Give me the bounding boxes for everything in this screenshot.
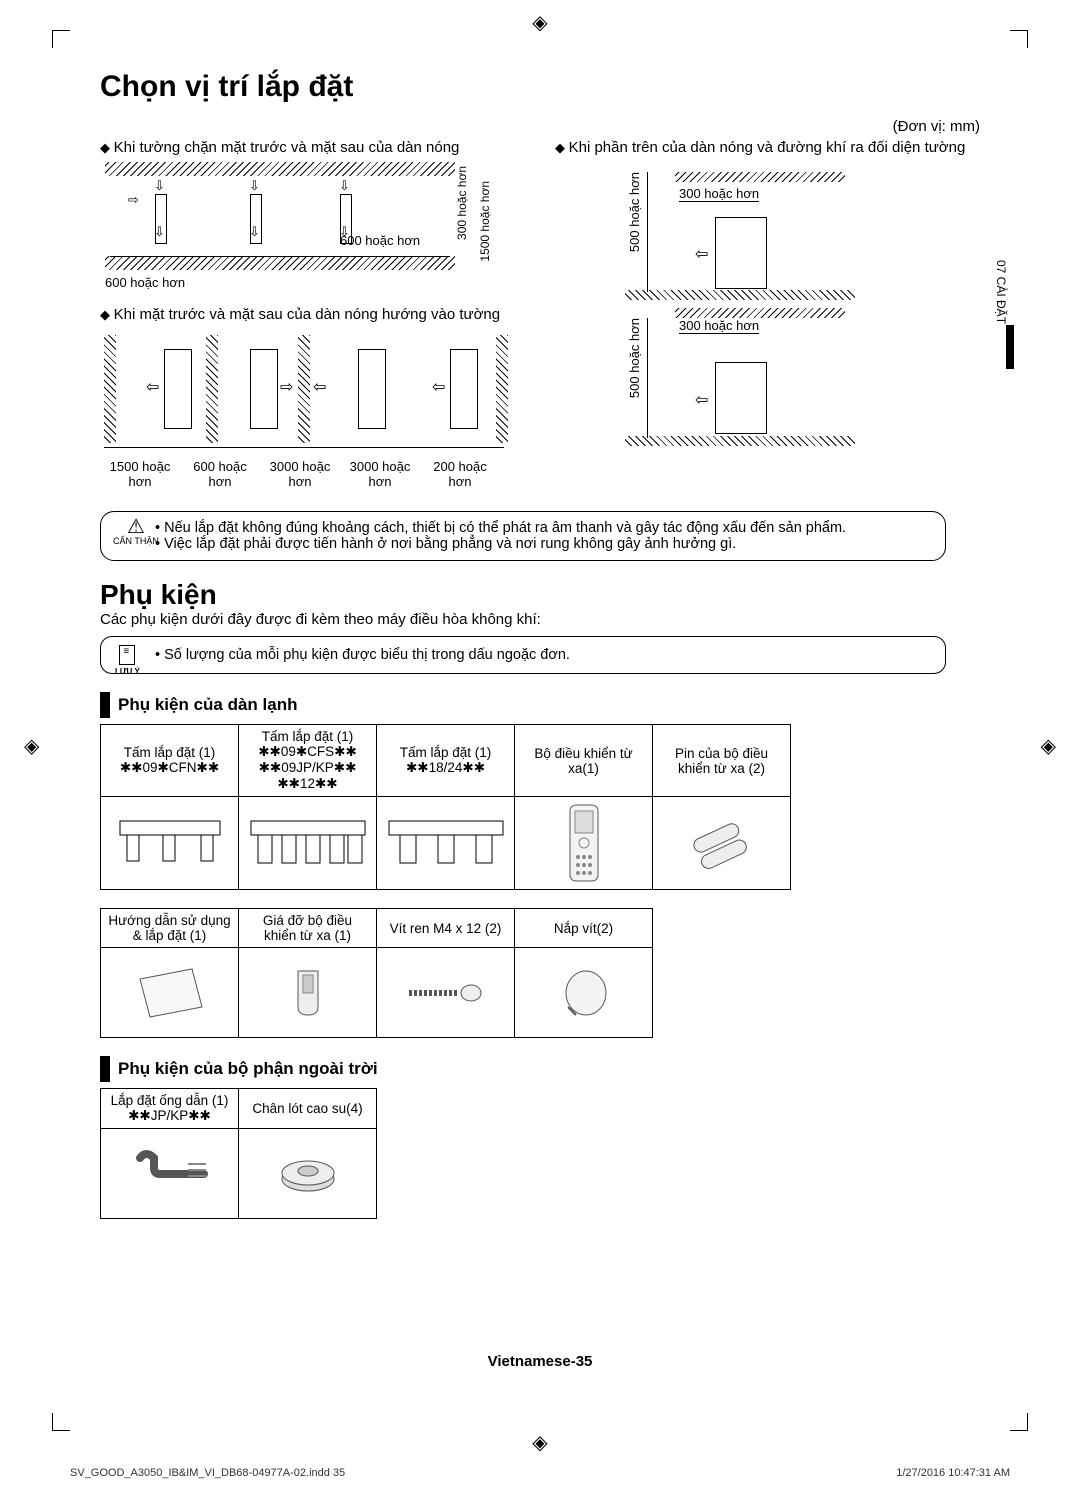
- dim-label: 1500 hoặc hơn: [478, 181, 492, 262]
- dim-label: 300 hoặc hơn: [679, 318, 759, 334]
- dim-label: 1500 hoặc hơn: [100, 459, 180, 489]
- diagram-a: ⇩ ⇩ ⇩ ⇩ ⇩ ⇩ ⇨ 600 hoặc hơn 600 hoặc hơn …: [100, 162, 520, 292]
- crop-corner: [52, 30, 70, 48]
- diagram-c: ⇦ ⇦ 300 hoặc hơn 300 hoặc hơn 500 hoặc h…: [555, 162, 875, 462]
- install-plate-icon: [115, 813, 225, 873]
- section-title: Phụ kiện: [100, 579, 980, 611]
- print-timestamp: 1/27/2016 10:47:31 AM: [896, 1467, 1010, 1479]
- dim-label: 500 hoặc hơn: [627, 172, 642, 252]
- print-footer: SV_GOOD_A3050_IB&IM_VI_DB68-04977A-02.in…: [0, 1467, 1080, 1479]
- cell-image: [239, 1129, 377, 1219]
- cell: Pin của bộ điều khiển từ xa (2): [653, 725, 791, 797]
- cell-image: [239, 797, 377, 890]
- manual-icon: [130, 963, 210, 1023]
- cell-image: [377, 797, 515, 890]
- dim-label: 3000 hoặc hơn: [260, 459, 340, 489]
- battery-icon: [677, 813, 767, 873]
- cell: Lắp đặt ống dẫn (1) ✱✱JP/KP✱✱: [101, 1089, 239, 1129]
- cell-image: [515, 797, 653, 890]
- note-box: LƯU Ý Số lượng của mỗi phụ kiện được biể…: [100, 636, 946, 674]
- caution-icon: ⚠ CẨN THẬN: [113, 518, 159, 546]
- rubber-foot-icon: [273, 1149, 343, 1199]
- cell: Tấm lắp đặt (1) ✱✱18/24✱✱: [377, 725, 515, 797]
- cell-image: [101, 1129, 239, 1219]
- dim-label: 600 hoặc hơn: [180, 459, 260, 489]
- section-a-title: Khi tường chặn mặt trước và mặt sau của …: [100, 139, 525, 156]
- remote-icon: [564, 803, 604, 883]
- subheader-outdoor: Phụ kiện của bộ phận ngoài trời: [100, 1056, 980, 1082]
- side-tab-label: 07 CÀI ĐẶT: [994, 260, 1008, 324]
- cell: Tấm lắp đặt (1) ✱✱09✱CFN✱✱: [101, 725, 239, 797]
- crop-mark: ◈: [532, 1430, 547, 1455]
- cell: Bộ điều khiển từ xa(1): [515, 725, 653, 797]
- crop-mark: ◈: [24, 733, 39, 758]
- accessory-intro: Các phụ kiện dưới đây được đi kèm theo m…: [100, 611, 980, 628]
- cell-image: [515, 948, 653, 1038]
- cell: Vít ren M4 x 12 (2): [377, 909, 515, 948]
- cell-image: [101, 948, 239, 1038]
- caution-box: ⚠ CẨN THẬN Nếu lắp đặt không đúng khoảng…: [100, 511, 946, 561]
- note-icon: LƯU Ý: [115, 645, 140, 676]
- diagram-b: ⇦ ⇨ ⇦ ⇦ 1500 hoặc hơn 600 hoặc hơn 3000 …: [100, 329, 520, 489]
- dim-label: 200 hoặc hơn: [420, 459, 500, 489]
- section-b-title: Khi mặt trước và mặt sau của dàn nóng hư…: [100, 306, 525, 323]
- cell: Hướng dẫn sử dụng & lắp đặt (1): [101, 909, 239, 948]
- screw-cap-icon: [554, 963, 614, 1023]
- cell: Giá đỡ bộ điều khiển từ xa (1): [239, 909, 377, 948]
- cell-image: [653, 797, 791, 890]
- caution-item: Việc lắp đặt phải được tiến hành ở nơi b…: [155, 536, 931, 552]
- cell: Tấm lắp đặt (1) ✱✱09✱CFS✱✱ ✱✱09JP/KP✱✱ ✱…: [239, 725, 377, 797]
- dim-label: 500 hoặc hơn: [627, 318, 642, 398]
- crop-corner: [52, 1413, 70, 1431]
- unit-label: (Đơn vị: mm): [100, 118, 980, 135]
- crop-mark: ◈: [1041, 733, 1056, 758]
- dim-label: 300 hoặc hơn: [679, 186, 759, 202]
- install-plate-icon: [248, 813, 368, 873]
- holder-icon: [283, 963, 333, 1023]
- dim-label: 3000 hoặc hơn: [340, 459, 420, 489]
- page-content: Chọn vị trí lắp đặt (Đơn vị: mm) Khi tườ…: [100, 70, 980, 1390]
- crop-mark: ◈: [532, 10, 547, 35]
- cell-image: [239, 948, 377, 1038]
- print-filename: SV_GOOD_A3050_IB&IM_VI_DB68-04977A-02.in…: [70, 1467, 345, 1479]
- indoor-accessory-table: Tấm lắp đặt (1) ✱✱09✱CFN✱✱ Tấm lắp đặt (…: [100, 724, 791, 890]
- cell: Chân lót cao su(4): [239, 1089, 377, 1129]
- page-title: Chọn vị trí lắp đặt: [100, 70, 980, 104]
- subheader-indoor: Phụ kiện của dàn lạnh: [100, 692, 980, 718]
- indoor-accessory-table-2: Hướng dẫn sử dụng & lắp đặt (1) Giá đỡ b…: [100, 908, 653, 1038]
- crop-corner: [1010, 1413, 1028, 1431]
- dim-label: 600 hoặc hơn: [105, 275, 185, 290]
- side-tab-marker: [1006, 325, 1014, 369]
- cell-image: [377, 948, 515, 1038]
- dim-label: 600 hoặc hơn: [340, 233, 420, 248]
- screw-icon: [401, 978, 491, 1008]
- side-tab: 07 CÀI ĐẶT: [994, 260, 1014, 390]
- page-footer: Vietnamese-35: [100, 1353, 980, 1370]
- install-plate-icon: [386, 813, 506, 873]
- cell-image: [101, 797, 239, 890]
- cell: Nắp vít(2): [515, 909, 653, 948]
- outdoor-accessory-table: Lắp đặt ống dẫn (1) ✱✱JP/KP✱✱ Chân lót c…: [100, 1088, 377, 1219]
- section-c-title: Khi phần trên của dàn nóng và đường khí …: [555, 139, 980, 156]
- pipe-icon: [120, 1144, 220, 1204]
- note-item: Số lượng của mỗi phụ kiện được biểu thị …: [155, 647, 931, 663]
- dim-label: 300 hoặc hơn: [455, 166, 469, 240]
- crop-corner: [1010, 30, 1028, 48]
- caution-item: Nếu lắp đặt không đúng khoảng cách, thiế…: [155, 520, 931, 536]
